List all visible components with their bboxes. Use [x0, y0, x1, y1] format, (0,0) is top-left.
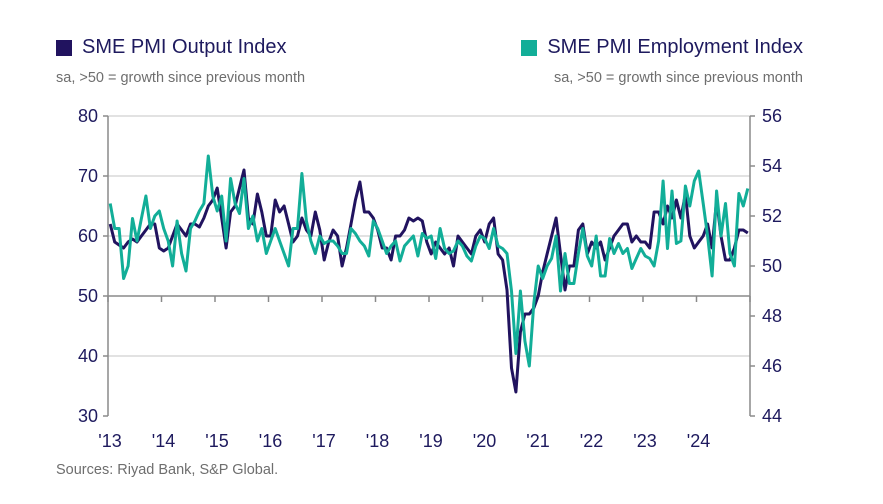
output-index-line	[108, 168, 749, 394]
left-tick-label: 80	[78, 106, 98, 126]
x-tick-label: '20	[473, 431, 496, 451]
source-note: Sources: Riyad Bank, S&P Global.	[56, 462, 279, 478]
right-tick-label: 46	[762, 356, 782, 376]
x-tick-label: '21	[526, 431, 549, 451]
x-tick-label: '19	[419, 431, 442, 451]
right-tick-label: 54	[762, 156, 782, 176]
legend-swatch-employment	[521, 39, 538, 56]
x-tick-label: '13	[98, 431, 121, 451]
legend-swatch-output	[56, 39, 72, 56]
x-tick-label: '15	[205, 431, 228, 451]
employment-index-line	[108, 154, 750, 368]
legend-employment: SME PMI Employment Index	[521, 36, 803, 59]
legend-label-output: SME PMI Output Index	[82, 36, 287, 58]
x-tick-label: '22	[580, 431, 603, 451]
x-tick-label: '23	[633, 431, 656, 451]
right-tick-label: 56	[762, 106, 782, 126]
x-tick-label: '24	[687, 431, 710, 451]
x-tick-label: '14	[152, 431, 175, 451]
subtitle-output: sa, >50 = growth since previous month	[56, 70, 306, 86]
subtitle-employment: sa, >50 = growth since previous month	[553, 70, 803, 86]
left-tick-label: 40	[78, 346, 98, 366]
x-tick-label: '17	[312, 431, 335, 451]
right-tick-label: 52	[762, 206, 782, 226]
left-tick-label: 70	[78, 166, 98, 186]
right-tick-label: 44	[762, 406, 782, 426]
legend-label-employment: SME PMI Employment Index	[547, 36, 803, 58]
left-tick-label: 30	[78, 406, 98, 426]
left-tick-label: 60	[78, 226, 98, 246]
x-tick-label: '18	[366, 431, 389, 451]
right-tick-label: 50	[762, 256, 782, 276]
left-tick-label: 50	[78, 286, 98, 306]
right-tick-label: 48	[762, 306, 782, 326]
legend-output: SME PMI Output Index	[56, 36, 287, 59]
x-tick-label: '16	[259, 431, 282, 451]
